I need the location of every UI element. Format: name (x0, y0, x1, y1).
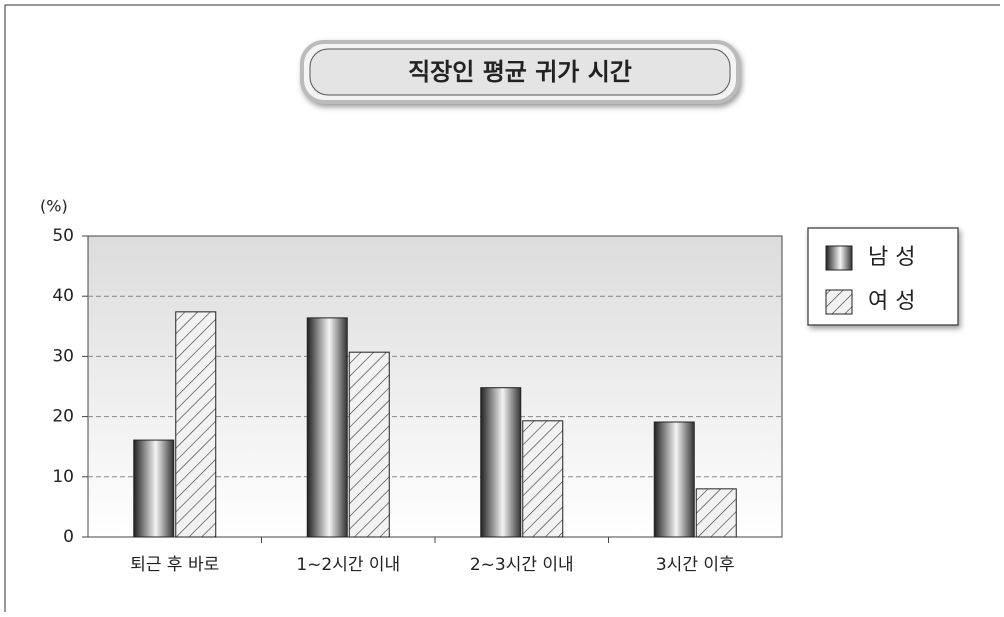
y-axis-label: (%) (40, 197, 68, 216)
bar (348, 351, 390, 538)
y-tick-label: 40 (52, 286, 74, 306)
frame (4, 4, 1000, 612)
bar (175, 311, 217, 538)
x-tick-label: 3시간 이후 (656, 555, 735, 575)
bar (522, 420, 564, 538)
legend-swatch (825, 245, 853, 271)
x-tick-label: 퇴근 후 바로 (130, 555, 219, 575)
bar (695, 488, 737, 538)
bar (306, 317, 348, 538)
legend-label: 여 성 (868, 289, 915, 314)
y-tick-label: 50 (52, 226, 74, 246)
bar (480, 387, 522, 538)
bar (653, 421, 695, 538)
legend-label: 남 성 (868, 245, 915, 270)
chart-title: 직장인 평균 귀가 시간 (408, 58, 632, 86)
x-tick-label: 2~3시간 이내 (470, 555, 574, 575)
legend-swatch (825, 289, 853, 315)
y-tick-label: 30 (52, 346, 74, 366)
title-inner (309, 48, 731, 96)
y-tick-label: 10 (52, 467, 74, 487)
bar (133, 439, 175, 538)
y-tick-label: 20 (52, 407, 74, 427)
x-tick-label: 1~2시간 이내 (296, 555, 400, 575)
y-tick-label: 0 (63, 527, 74, 547)
